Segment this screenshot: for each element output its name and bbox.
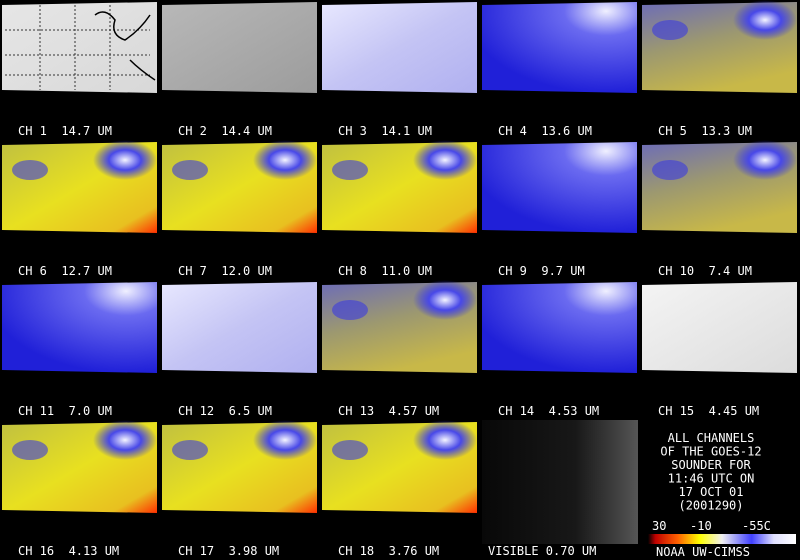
info-line: 11:46 UTC ON [668, 472, 755, 486]
visible-image [482, 420, 638, 544]
channel-label: CH 9 9.7 UM [498, 264, 585, 278]
channel-image [482, 142, 637, 233]
channel-image [482, 282, 637, 373]
cloud [253, 420, 317, 460]
cloud [172, 440, 208, 460]
channel-label: CH 11 7.0 UM [18, 404, 112, 418]
channel-label: CH 3 14.1 UM [338, 124, 432, 138]
info-line: 17 OCT 01 [678, 485, 743, 499]
color-bar-label: -55C [742, 519, 771, 533]
cloud [253, 140, 317, 180]
state-borders [5, 5, 150, 90]
cloud [733, 0, 797, 40]
cloud [652, 20, 688, 40]
credit: NOAA UW-CIMSS [656, 545, 750, 559]
info-line: SOUNDER FOR [671, 458, 751, 472]
channel-image [482, 2, 637, 93]
cloud [332, 440, 368, 460]
coastline [94, 11, 156, 81]
channel-label: CH 13 4.57 UM [338, 404, 439, 418]
info-line: (2001290) [678, 499, 743, 513]
cloud [93, 420, 157, 460]
color-bar-label: 30 [652, 519, 666, 533]
channel-label: CH 10 7.4 UM [658, 264, 752, 278]
cloud [172, 160, 208, 180]
color-bar-label: -10 [690, 519, 712, 533]
channel-label: CH 7 12.0 UM [178, 264, 272, 278]
channel-image [322, 2, 477, 93]
channel-image [2, 2, 157, 93]
channel-image [162, 2, 317, 93]
channel-label: VISIBLE 0.70 UM [488, 544, 596, 558]
cloud [413, 140, 477, 180]
channel-image [642, 282, 797, 373]
info-line: OF THE GOES-12 [660, 445, 761, 459]
cloud [12, 160, 48, 180]
channel-label: CH 1 14.7 UM [18, 124, 112, 138]
cloud [413, 420, 477, 460]
channel-label: CH 18 3.76 UM [338, 544, 439, 558]
cloud [652, 160, 688, 180]
channel-image [2, 282, 157, 373]
channel-label: CH 14 4.53 UM [498, 404, 599, 418]
channel-label: CH 17 3.98 UM [178, 544, 279, 558]
channel-label: CH 8 11.0 UM [338, 264, 432, 278]
channel-image [162, 282, 317, 373]
channel-label: CH 16 4.13 UM [18, 544, 119, 558]
cloud [332, 300, 368, 320]
channel-label: CH 5 13.3 UM [658, 124, 752, 138]
channel-label: CH 2 14.4 UM [178, 124, 272, 138]
cloud [93, 140, 157, 180]
channel-label: CH 15 4.45 UM [658, 404, 759, 418]
cloud [332, 160, 368, 180]
info-line: ALL CHANNELS [668, 431, 755, 445]
channel-label: CH 6 12.7 UM [18, 264, 112, 278]
channel-label: CH 12 6.5 UM [178, 404, 272, 418]
cloud [12, 440, 48, 460]
channel-label: CH 4 13.6 UM [498, 124, 592, 138]
cloud [733, 140, 797, 180]
cloud [413, 280, 477, 320]
color-bar [648, 534, 796, 544]
